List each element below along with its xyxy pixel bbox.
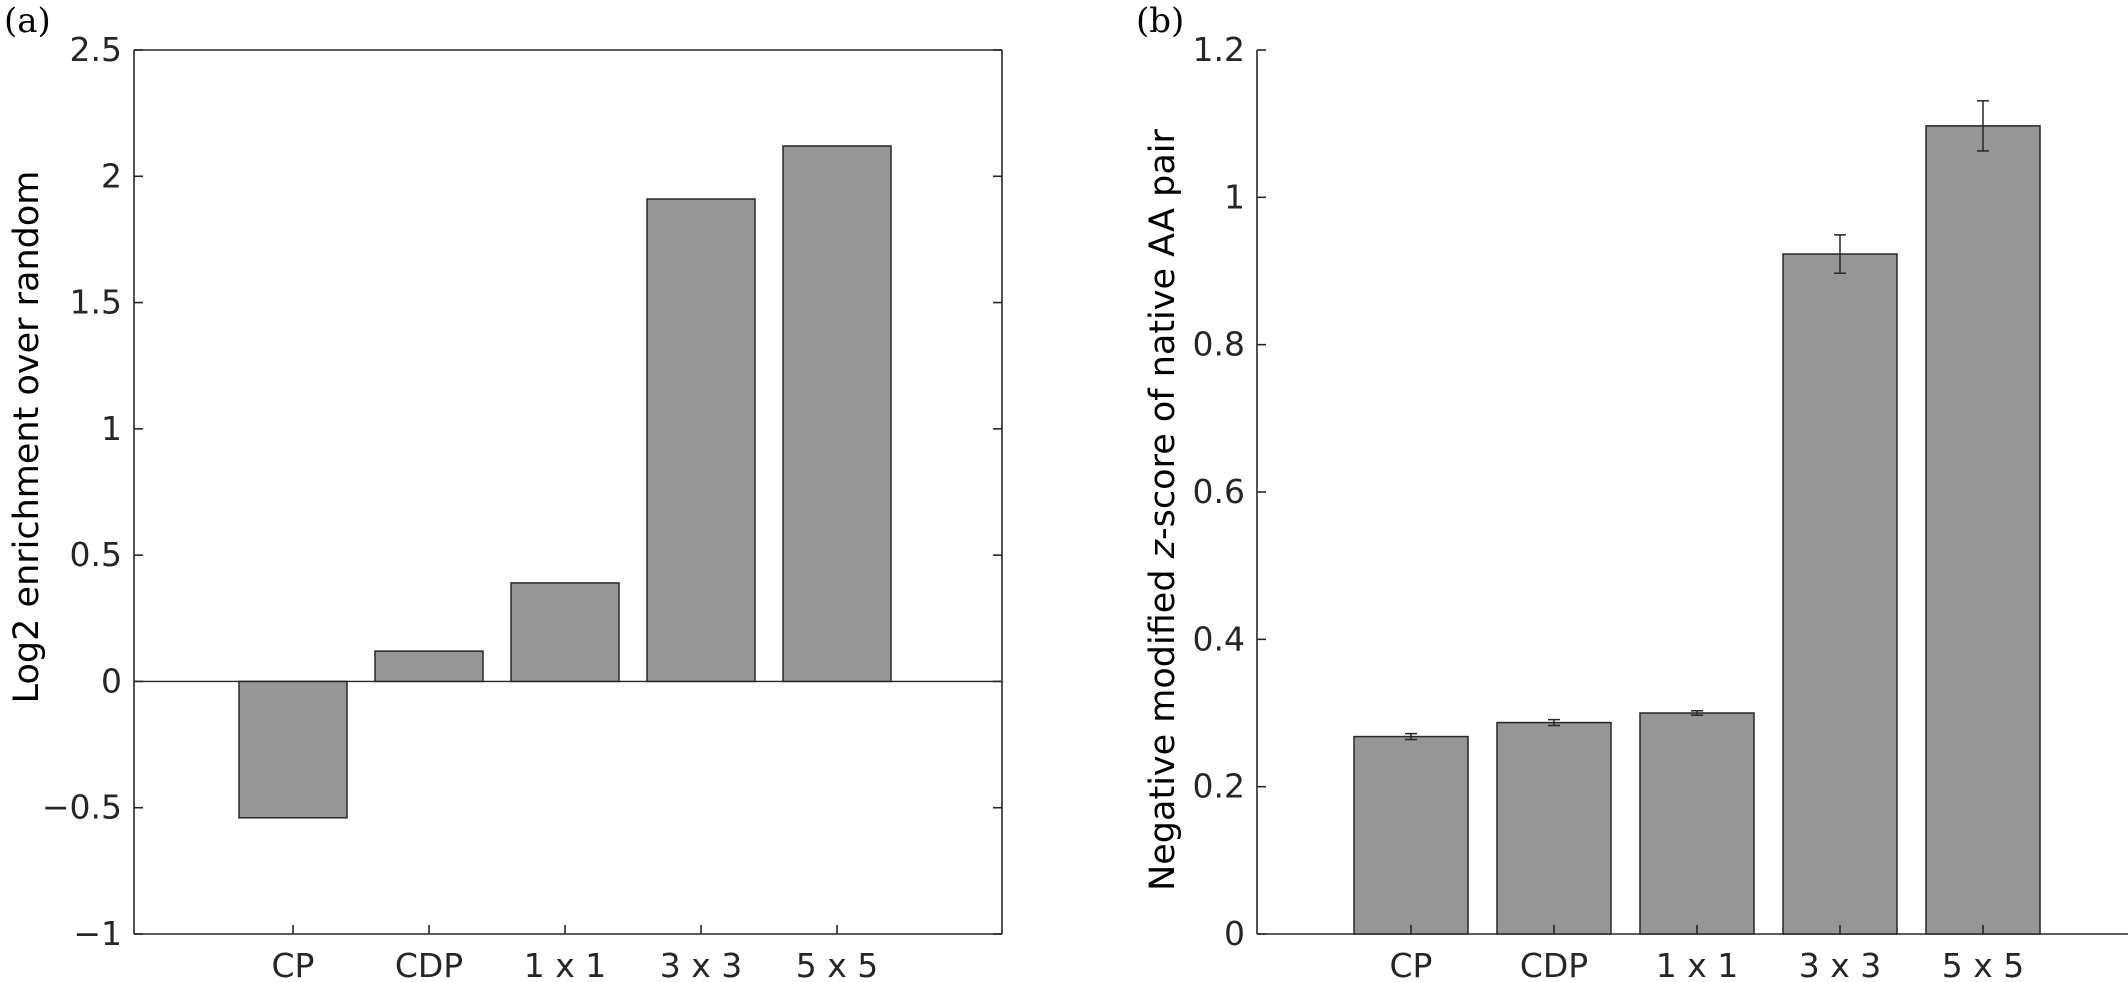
y-tick-label-a: 1 [101, 409, 122, 448]
x-tick-label-a: 3 x 3 [660, 946, 743, 982]
bar-a [782, 145, 892, 683]
y-tick-label-b: 1.2 [1193, 30, 1245, 69]
x-tick-label-a: 1 x 1 [524, 946, 607, 982]
bar-b [1353, 735, 1469, 935]
x-tick-label-a: CP [272, 946, 315, 982]
y-axis-label-b: Negative modified z-score of native AA p… [1143, 128, 1183, 890]
chart-panel-b: (b) Negative modified z-score of native … [1136, 1, 2128, 982]
y-tick-label-b: 1 [1224, 177, 1245, 216]
y-tick-label-a: 2.5 [70, 30, 122, 69]
y-tick-label-a: 2 [101, 156, 122, 195]
bar-a [238, 680, 348, 819]
bar-b [1782, 253, 1898, 935]
x-tick-label-a: CDP [395, 946, 463, 982]
x-tick-label-b: 1 x 1 [1656, 946, 1739, 982]
panel-label-b: (b) [1136, 1, 1184, 41]
y-tick-label-b: 0 [1224, 914, 1245, 953]
bar-b [1496, 721, 1612, 935]
y-tick-label-b: 0.8 [1193, 325, 1245, 364]
x-tick-label-a: 5 x 5 [796, 946, 879, 982]
bar-a [646, 198, 756, 683]
y-tick-label-a: −0.5 [42, 788, 122, 827]
y-tick-label-a: 0.5 [70, 535, 122, 574]
x-tick-label-b: 5 x 5 [1942, 946, 2025, 982]
y-axis-label-b-part2: -score of native AA pair [1143, 128, 1183, 539]
y-tick-label-a: 1.5 [70, 283, 122, 322]
bar-a [374, 650, 484, 683]
chart-panel-a: (a) Log2 enrichment over random −1 −0.5 0 0… [4, 1, 1003, 982]
bar-b [1639, 712, 1755, 935]
y-axis-label-b-part1: Negative modified [1143, 558, 1183, 891]
panel-label-a: (a) [4, 1, 51, 41]
bar-a [510, 582, 620, 683]
y-tick-label-b: 0.4 [1193, 619, 1245, 658]
x-tick-label-b: CP [1390, 946, 1433, 982]
x-tick-label-b: 3 x 3 [1799, 946, 1882, 982]
y-axis-label-b-italic: z [1143, 539, 1183, 559]
y-axis-label-a: Log2 enrichment over random [7, 171, 47, 704]
y-tick-label-a: 0 [101, 661, 122, 700]
y-tick-label-a: −1 [73, 914, 122, 953]
y-tick-label-b: 0.6 [1193, 472, 1245, 511]
y-tick-label-b: 0.2 [1193, 767, 1245, 806]
x-tick-label-b: CDP [1520, 946, 1588, 982]
bar-b [1925, 125, 2041, 935]
